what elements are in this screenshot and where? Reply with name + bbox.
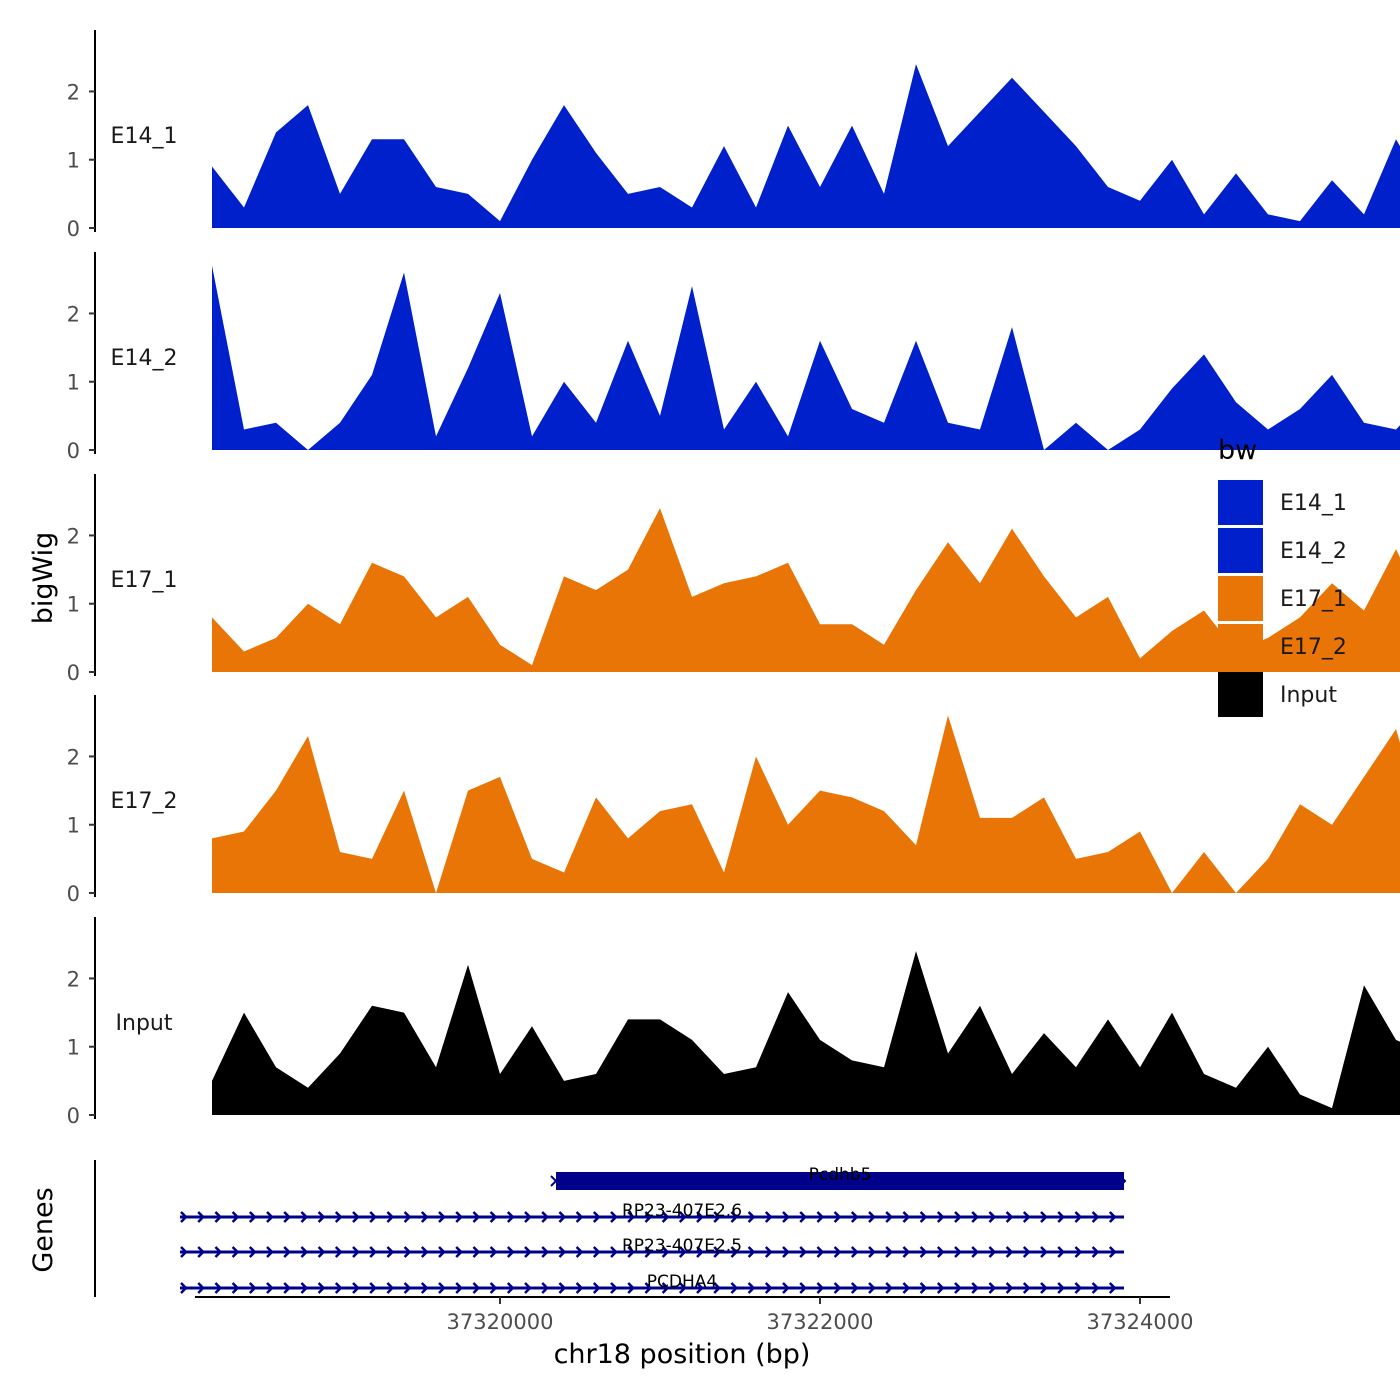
gene-track: Pcdhb5 RP23-407E2.6 RP23-407E2.5 PCDHA4 bbox=[94, 1160, 1127, 1297]
legend-swatch bbox=[1218, 528, 1263, 573]
legend-title: bw bbox=[1218, 435, 1257, 466]
y-tick-label: 0 bbox=[67, 1104, 80, 1128]
gene-label: RP23-407E2.5 bbox=[622, 1236, 742, 1256]
track-label: E17_2 bbox=[111, 789, 178, 814]
legend-swatch bbox=[1218, 576, 1263, 621]
gene-pcdhb5: Pcdhb5 bbox=[550, 1165, 1127, 1190]
gene-pcdha4: PCDHA4 bbox=[180, 1272, 1124, 1294]
x-tick-label: 37320000 bbox=[447, 1310, 554, 1334]
signal-tracks: 0 1 2 E14_1 0 1 2 E14_2 0 1 2 E17_1 0 1 2 E17_2 0 1 2 Input bbox=[67, 30, 1400, 1128]
gene-rp23-407e2-5: RP23-407E2.5 bbox=[180, 1236, 1124, 1258]
legend-item-e17_2: E17_2 bbox=[1218, 624, 1347, 669]
y-tick-label: 0 bbox=[67, 217, 80, 241]
legend-item-e17_1: E17_1 bbox=[1218, 576, 1347, 621]
legend-item-input: Input bbox=[1218, 672, 1337, 717]
y-tick-label: 1 bbox=[67, 593, 80, 617]
x-axis: 37320000 37322000 37324000 bbox=[195, 1296, 1194, 1334]
track-e14_2: 0 1 2 E14_2 bbox=[67, 252, 1400, 463]
signal-area-e14_1 bbox=[212, 64, 1400, 228]
x-tick-label: 37324000 bbox=[1087, 1310, 1194, 1334]
strand-arrows bbox=[180, 1282, 1117, 1294]
track-e17_1: 0 1 2 E17_1 bbox=[67, 474, 1400, 685]
signal-area-e14_2 bbox=[212, 265, 1400, 450]
signal-area-e17_1 bbox=[212, 508, 1400, 672]
track-label: E14_1 bbox=[111, 124, 178, 149]
legend-label: Input bbox=[1280, 683, 1337, 708]
gene-rp23-407e2-6: RP23-407E2.6 bbox=[180, 1201, 1124, 1223]
y-tick-label: 2 bbox=[67, 745, 80, 769]
legend-label: E14_1 bbox=[1280, 491, 1347, 516]
y-tick-label: 0 bbox=[67, 661, 80, 685]
signal-area-input bbox=[212, 951, 1400, 1115]
genes-axis-title: Genes bbox=[28, 1187, 59, 1272]
y-tick-label: 2 bbox=[67, 524, 80, 548]
legend-label: E17_1 bbox=[1280, 587, 1347, 612]
gene-exon-bar bbox=[556, 1172, 1124, 1190]
gene-label: Pcdhb5 bbox=[809, 1165, 872, 1185]
strand-arrows bbox=[180, 1246, 1117, 1258]
track-input: 0 1 2 Input bbox=[67, 917, 1400, 1128]
y-tick-label: 2 bbox=[67, 967, 80, 991]
y-axis-title: bigWig bbox=[28, 532, 59, 625]
strand-arrows bbox=[180, 1211, 1117, 1223]
y-tick-label: 2 bbox=[67, 80, 80, 104]
legend-swatch bbox=[1218, 672, 1263, 717]
legend-item-e14_2: E14_2 bbox=[1218, 528, 1347, 573]
track-e17_2: 0 1 2 E17_2 bbox=[67, 695, 1400, 906]
y-tick-label: 0 bbox=[67, 882, 80, 906]
legend-swatch bbox=[1218, 480, 1263, 525]
y-tick-label: 2 bbox=[67, 302, 80, 326]
legend-label: E17_2 bbox=[1280, 635, 1347, 660]
x-tick-label: 37322000 bbox=[767, 1310, 874, 1334]
y-tick-label: 0 bbox=[67, 439, 80, 463]
track-label: Input bbox=[116, 1011, 173, 1036]
track-label: E17_1 bbox=[111, 568, 178, 593]
legend-item-e14_1: E14_1 bbox=[1218, 480, 1347, 525]
legend-label: E14_2 bbox=[1280, 539, 1347, 564]
strand-arrow bbox=[550, 1175, 558, 1187]
y-tick-label: 1 bbox=[67, 1036, 80, 1060]
y-tick-label: 1 bbox=[67, 814, 80, 838]
signal-area-e17_2 bbox=[212, 715, 1400, 893]
legend: bw E14_1 E14_2 E17_1 E17_2 Input bbox=[1218, 435, 1347, 717]
y-tick-label: 1 bbox=[67, 371, 80, 395]
legend-swatch bbox=[1218, 624, 1263, 669]
gene-label: RP23-407E2.6 bbox=[622, 1201, 742, 1221]
y-tick-label: 1 bbox=[67, 149, 80, 173]
gene-label: PCDHA4 bbox=[647, 1272, 717, 1292]
x-axis-title: chr18 position (bp) bbox=[554, 1339, 811, 1370]
track-e14_1: 0 1 2 E14_1 bbox=[67, 30, 1400, 241]
strand-arrow bbox=[1119, 1175, 1127, 1187]
track-label: E14_2 bbox=[111, 346, 178, 371]
